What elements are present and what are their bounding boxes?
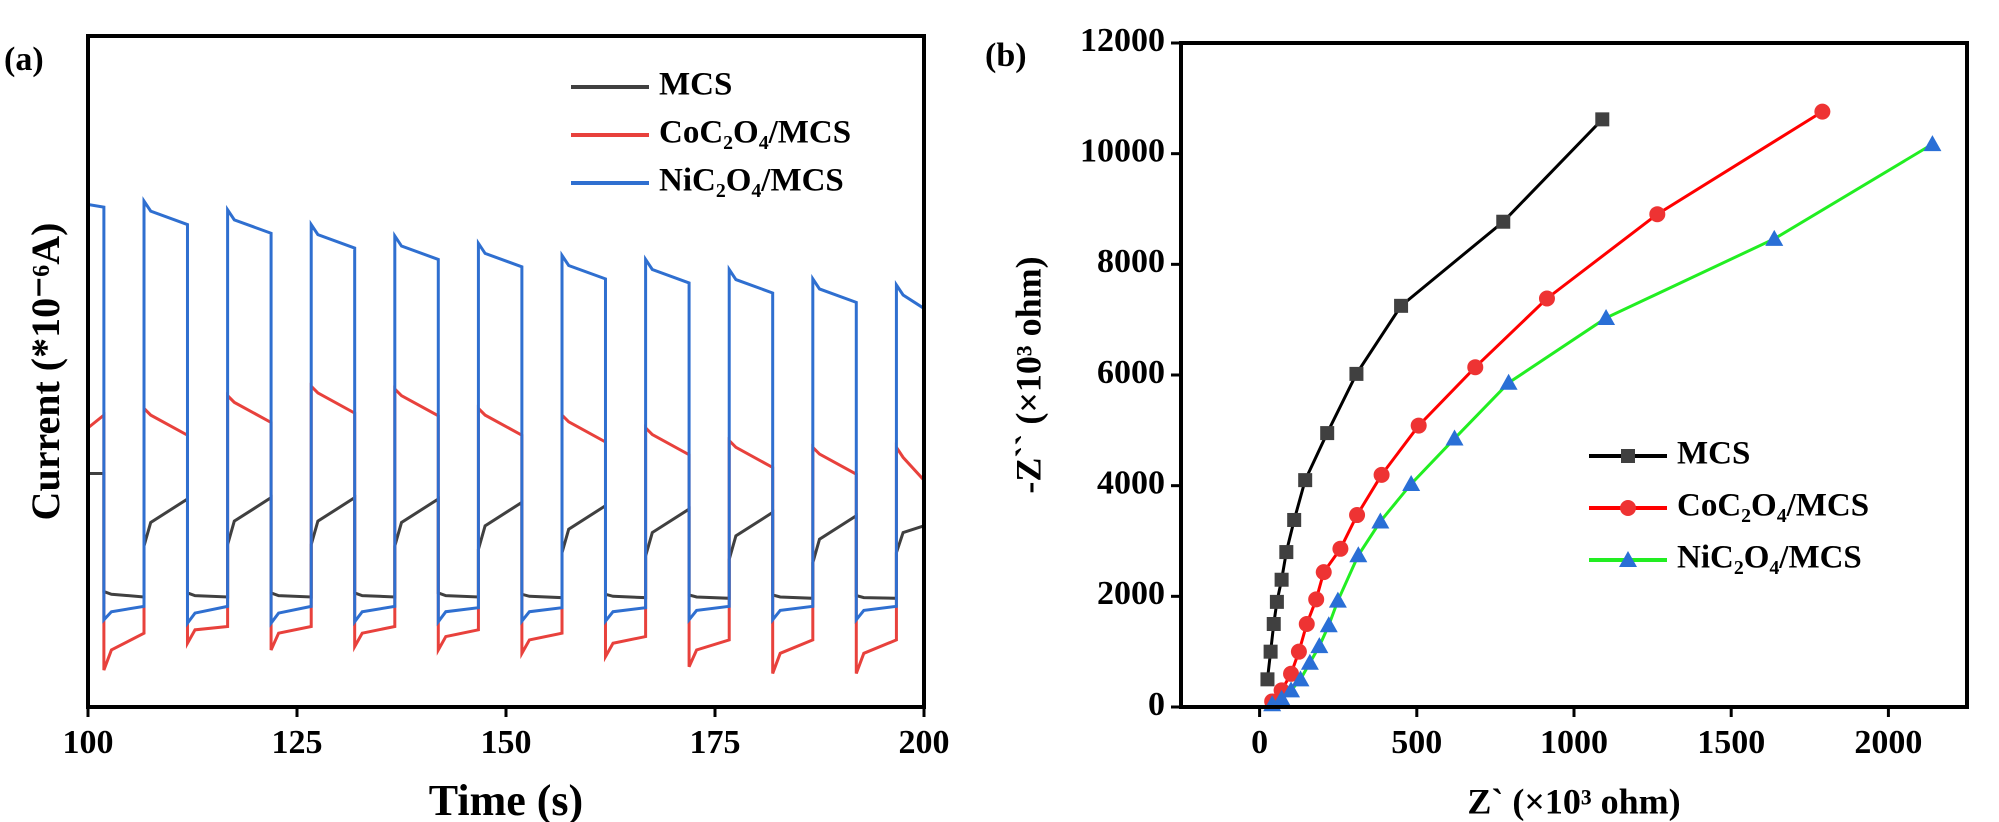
marker [1595, 112, 1610, 127]
legend-label: CoC₂O₄/MCS [1677, 488, 1869, 524]
y-axis-title: Current (*10⁻⁶A) [23, 223, 68, 521]
marker [1814, 103, 1831, 120]
panel-label: (a) [4, 41, 44, 78]
y-tick-label: 6000 [1097, 354, 1165, 391]
marker [1310, 637, 1329, 654]
x-axis-title: Z` (×10³ ohm) [1467, 781, 1680, 821]
legend-marker [1619, 551, 1637, 567]
marker [1328, 591, 1347, 608]
marker [1315, 564, 1332, 581]
axes-frame [1179, 41, 1969, 709]
series-line [1271, 110, 1824, 703]
marker [1274, 572, 1289, 587]
x-axis-title: Time (s) [429, 776, 583, 822]
marker [1282, 681, 1301, 698]
marker [1597, 308, 1616, 325]
marker [1499, 373, 1518, 390]
x-tick-label: 1500 [1697, 724, 1765, 761]
marker [1467, 359, 1484, 376]
x-tick-label: 0 [1251, 724, 1268, 761]
axes-frame [86, 34, 926, 709]
legend-label: NiC₂O₄/MCS [1677, 540, 1862, 576]
series-line [88, 196, 924, 628]
marker [1923, 135, 1942, 152]
marker [1394, 298, 1409, 313]
marker [1269, 594, 1284, 609]
legend-label: MCS [1677, 436, 1750, 472]
legend-label: NiC₂O₄/MCS [659, 163, 844, 199]
y-tick-label: 10000 [1080, 132, 1165, 169]
marker [1290, 643, 1307, 660]
y-tick-label: 8000 [1097, 243, 1165, 280]
marker [1291, 670, 1310, 687]
marker [1332, 540, 1349, 557]
marker [1320, 426, 1335, 441]
legend-marker [1620, 500, 1636, 516]
series-line [88, 471, 924, 600]
marker [1373, 466, 1390, 483]
series-line [1271, 142, 1934, 706]
x-tick-label: 125 [272, 724, 323, 761]
x-tick-label: 100 [63, 724, 114, 761]
legend-label: MCS [659, 67, 732, 103]
panel: (a) 100 125 150 175 200 Time (s) Current (*10⁻⁶… [4, 34, 950, 822]
x-tick-label: 150 [481, 724, 532, 761]
x-tick-label: 175 [690, 724, 741, 761]
marker [1298, 616, 1315, 632]
marker [1287, 512, 1302, 527]
panel: (b) 0 500 1000 1500 2000 0 2000 4000 6000 8000 1000… [985, 22, 1969, 821]
marker [1496, 214, 1511, 229]
panel-label: (b) [985, 37, 1027, 74]
marker [1402, 474, 1421, 491]
x-tick-label: 1000 [1540, 724, 1608, 761]
y-tick-label: 12000 [1080, 22, 1165, 59]
marker [1349, 507, 1366, 524]
marker [1279, 545, 1294, 560]
marker [1298, 473, 1313, 488]
marker [1300, 653, 1319, 670]
marker [1308, 591, 1325, 608]
marker [1260, 672, 1275, 687]
legend-marker [1621, 449, 1635, 463]
x-tick-label: 2000 [1854, 724, 1922, 761]
marker [1349, 366, 1364, 381]
legend-label: CoC₂O₄/MCS [659, 115, 851, 151]
marker [1538, 290, 1555, 307]
marker [1410, 417, 1427, 434]
y-tick-label: 2000 [1097, 575, 1165, 612]
marker [1649, 206, 1666, 223]
marker [1349, 546, 1368, 563]
marker [1445, 429, 1464, 446]
y-tick-label: 0 [1148, 686, 1165, 723]
marker [1283, 665, 1300, 682]
marker [1263, 644, 1278, 659]
marker [1371, 512, 1390, 529]
x-tick-label: 200 [899, 724, 950, 761]
x-tick-label: 500 [1391, 724, 1442, 761]
marker [1266, 617, 1281, 631]
marker [1765, 229, 1784, 246]
y-tick-label: 4000 [1097, 464, 1165, 501]
marker [1272, 689, 1291, 706]
marker [1319, 616, 1338, 633]
series-line [88, 382, 924, 674]
y-axis-title: -Z`` (×10³ ohm) [1008, 256, 1048, 493]
